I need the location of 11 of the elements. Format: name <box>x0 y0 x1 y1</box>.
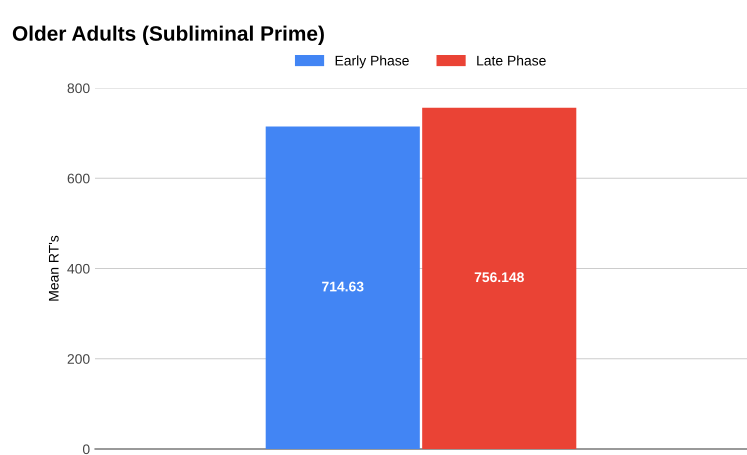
legend-label: Early Phase <box>336 55 409 68</box>
data-label: 756.148 <box>474 272 524 282</box>
y-axis-title: Mean RT's <box>48 236 59 301</box>
data-label: 714.63 <box>322 282 364 292</box>
y-tick-label: 400 <box>67 264 90 274</box>
legend-label: Late Phase <box>477 55 546 66</box>
y-tick-label: 200 <box>68 354 90 364</box>
y-tick-label: 0 <box>82 444 90 454</box>
y-tick-label: 800 <box>68 83 90 94</box>
y-tick-label: 600 <box>68 174 90 184</box>
chart-title: Older Adults (Subliminal Prime) <box>12 26 324 45</box>
